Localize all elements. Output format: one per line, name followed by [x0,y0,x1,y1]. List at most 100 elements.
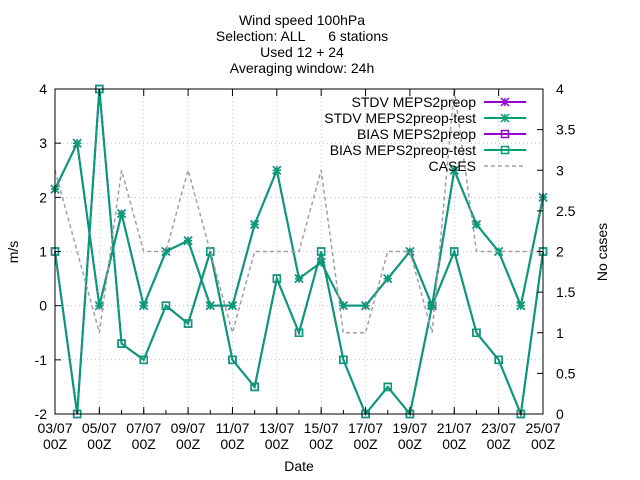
point-bias_test-12 [316,247,326,256]
x-tick-label: 25/07 [525,420,560,436]
x-tick-label-time: 00Z [487,436,512,452]
legend-marker-bias_preop [500,129,510,139]
point-bias_test-6 [183,319,193,328]
y2-tick-label: 3 [556,162,564,178]
point-stdv_test-11-d2 [294,274,304,284]
point-stdv_test-4-d2 [139,301,149,311]
series-line-cases [54,88,543,336]
y2-tick-label: 4 [556,81,564,97]
x-axis-label: Date [284,458,314,474]
point-stdv_test-5-d2 [161,246,171,257]
y-tick-label: 2 [39,189,47,205]
chart-title: Wind speed 100hPa Selection: ALL 6 stati… [216,12,388,76]
y-tick-label: 4 [39,81,47,97]
point-bias_test-17 [427,301,437,310]
legend-entry-stdv_test: STDV MEPS2preop-test [324,110,526,126]
y2-tick-label: 0 [556,406,564,422]
point-bias_test-11 [294,328,304,337]
point-stdv_test-21-d2 [516,301,526,311]
point-stdv_test-10-d2 [272,165,282,175]
x-tick-label-time: 00Z [442,436,467,452]
x-tick-label-time: 00Z [531,436,556,452]
x-tick-label-time: 00Z [398,436,423,452]
legend-label-bias_test: BIAS MEPS2preop-test [330,142,476,158]
legend-marker-stdv_preop-d2 [500,97,510,107]
point-stdv_test-6-d2 [183,236,193,246]
x-tick-label: 03/07 [37,420,72,436]
point-bias_test-4 [139,355,148,365]
y-tick-label: -1 [35,352,48,368]
x-tick-label-time: 00Z [43,436,68,452]
chart-title-line-2: Selection: ALL 6 stations [216,28,388,44]
series-layer [50,84,548,419]
series-cases [54,88,543,336]
point-stdv_test-18-d2 [449,165,459,175]
x-tick-label: 21/07 [437,420,472,436]
legend-label-stdv_preop: STDV MEPS2preop [352,94,477,110]
y2-tick-label: 3.5 [556,122,576,138]
point-bias_test-3 [117,339,126,348]
point-stdv_test-15-d2 [383,274,393,284]
legend-entry-stdv_preop: STDV MEPS2preop [352,94,526,110]
point-bias_test-15 [383,382,392,392]
point-bias_test-5 [161,301,171,310]
y2-tick-label: 0.5 [556,365,576,381]
y2-tick-label: 1 [556,325,564,341]
legend-entry-bias_test: BIAS MEPS2preop-test [330,142,526,158]
point-bias_test-20 [494,355,503,365]
y-axis-label: m/s [5,241,21,264]
x-tick-label: 19/07 [392,420,427,436]
point-stdv_test-2-d2 [94,301,104,311]
point-stdv_test-9-d2 [250,219,260,229]
y2-tick-label: 2 [556,244,564,260]
chart-title-line-1: Wind speed 100hPa [239,12,365,28]
x-tick-label: 13/07 [259,420,294,436]
point-stdv_test-20-d2 [494,246,504,257]
y2-axis-label: No cases [594,223,610,281]
point-stdv_test-14-d2 [361,301,371,311]
x-tick-label-time: 00Z [353,436,378,452]
x-tick-label: 11/07 [215,420,249,436]
point-stdv_test-3-d2 [117,209,127,219]
point-bias_test-18 [450,247,459,256]
chart-title-line-3: Used 12 + 24 [260,44,344,60]
y-tick-label: -2 [35,406,48,422]
x-tick-label: 07/07 [126,420,161,436]
y-tick-label: 3 [39,135,47,151]
legend-marker-bias_test [500,145,510,155]
x-tick-label-time: 00Z [87,436,112,452]
point-bias_test-19 [472,328,481,337]
x-tick-label-time: 00Z [132,436,157,452]
point-bias_test-7 [206,247,215,256]
point-stdv_test-19-d2 [471,219,481,229]
y-tick-label: 0 [39,298,47,314]
y-tick-label: 1 [39,244,47,260]
point-stdv_test-16-d2 [405,246,415,257]
x-tick-label: 09/07 [171,420,206,436]
y2-tick-label: 2.5 [556,203,576,219]
x-tick-label: 23/07 [481,420,516,436]
series-line-bias_test [54,88,544,418]
axes: -2-10123400.511.522.533.5403/0700Z05/070… [35,81,576,452]
x-tick-label: 15/07 [304,420,339,436]
legend-label-stdv_test: STDV MEPS2preop-test [324,110,476,126]
x-tick-label: 05/07 [82,420,117,436]
point-bias_test-8 [228,355,237,365]
point-stdv_test-8-d2 [227,301,237,311]
legend-entry-bias_preop: BIAS MEPS2preop [357,126,526,142]
x-tick-label-time: 00Z [309,436,334,452]
series-stdv_test [50,138,548,311]
point-stdv_test-7-d2 [205,301,215,311]
legend-label-bias_preop: BIAS MEPS2preop [357,126,476,142]
legend-marker-stdv_test-d2 [500,113,510,123]
point-stdv_test-1-d2 [72,138,82,148]
point-bias_test-10 [272,274,282,283]
chart-title-line-4: Averaging window: 24h [230,60,375,76]
y2-tick-label: 1.5 [556,284,576,300]
x-tick-label-time: 00Z [265,436,290,452]
point-bias_test-9 [250,382,259,392]
legend-entry-cases: CASES [429,158,526,174]
x-tick-label-time: 00Z [220,436,245,452]
